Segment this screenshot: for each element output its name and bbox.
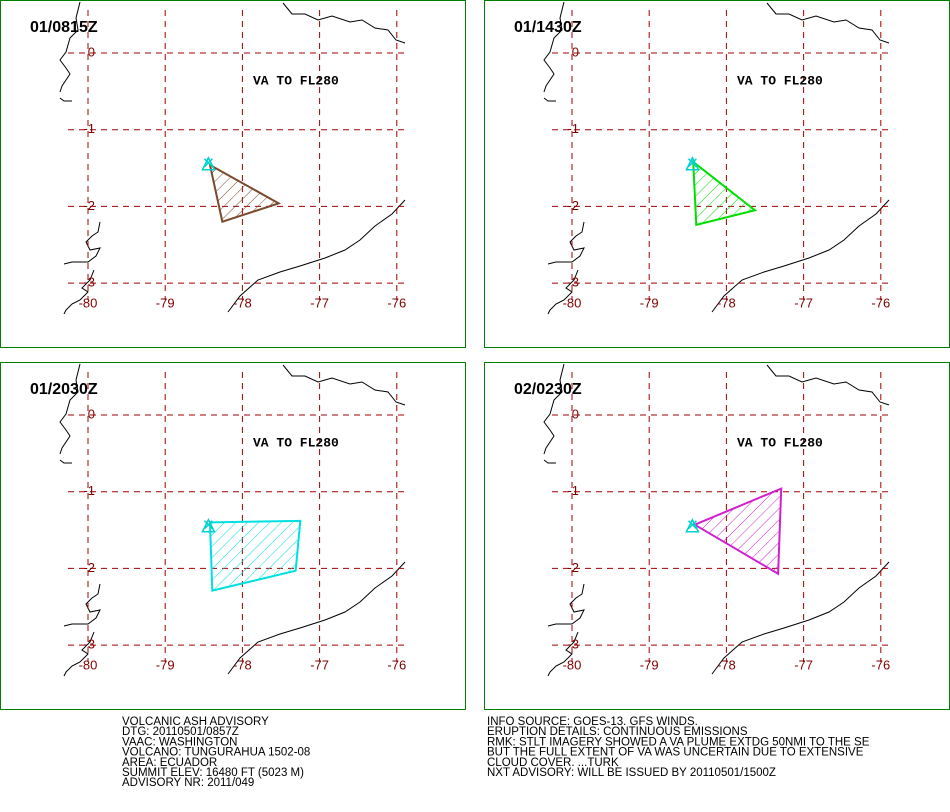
volcano-marker xyxy=(685,156,700,171)
latitude-label: -1 xyxy=(567,483,579,498)
latitude-label: -2 xyxy=(83,560,95,575)
latitude-label: 0 xyxy=(572,44,579,59)
longitude-label: -77 xyxy=(794,295,813,310)
latitude-label: -2 xyxy=(567,560,579,575)
flight-level: VA TO FL280 xyxy=(737,435,823,450)
volcano-cross xyxy=(203,158,213,168)
latitude-label: -3 xyxy=(83,637,95,652)
latitude-label: -2 xyxy=(567,198,579,213)
advisory-line: INFO SOURCE: GOES-13. GFS WINDS. xyxy=(487,716,698,728)
map-panel: -80 -79 -78 -77 -76 0 -1 -2 -3 01/1430Z VA TO FL28… xyxy=(484,0,950,348)
longitude-label: -80 xyxy=(563,657,582,672)
longitude-label: -76 xyxy=(871,295,890,310)
advisory-line: AREA: ECUADOR xyxy=(122,757,217,769)
advisory-line: NXT ADVISORY: WILL BE ISSUED BY 20110501… xyxy=(487,767,776,779)
ash-plume xyxy=(208,519,302,592)
ash-plume xyxy=(692,487,783,576)
latitude-label: -3 xyxy=(567,637,579,652)
flight-level: VA TO FL280 xyxy=(253,435,339,450)
volcano-cross xyxy=(687,520,697,530)
latitude-label: -2 xyxy=(83,198,95,213)
advisory-line: VOLCANO: TUNGURAHUA 1502-08 xyxy=(122,747,310,759)
latitude-label: -3 xyxy=(83,275,95,290)
volcano-triangle xyxy=(685,518,700,533)
volcano-triangle xyxy=(685,156,700,171)
flight-level: VA TO FL280 xyxy=(737,73,823,88)
map-panel: -80 -79 -78 -77 -76 0 -1 -2 -3 01/0815Z VA TO FL28… xyxy=(0,0,466,348)
longitude-label: -80 xyxy=(563,295,582,310)
longitude-label: -79 xyxy=(640,657,659,672)
latitude-label: 0 xyxy=(88,44,95,59)
latitude-label: 0 xyxy=(572,406,579,421)
advisory-line: CLOUD COVER. ...TURK xyxy=(487,757,619,769)
volcano-marker xyxy=(685,518,700,533)
longitude-label: -78 xyxy=(717,295,736,310)
volcano-marker xyxy=(201,518,216,533)
flight-level: VA TO FL280 xyxy=(253,73,339,88)
advisory-line: ADVISORY NR: 2011/049 xyxy=(122,777,254,789)
longitude-label: -78 xyxy=(233,295,252,310)
volcano-triangle xyxy=(201,156,216,171)
volcano-marker xyxy=(201,156,216,171)
map-panel: -80 -79 -78 -77 -76 0 -1 -2 -3 02/0230Z VA TO FL28… xyxy=(484,362,950,710)
volcano-cross xyxy=(687,158,697,168)
longitude-label: -76 xyxy=(871,657,890,672)
panel-border xyxy=(0,0,466,348)
longitude-label: -78 xyxy=(233,657,252,672)
latitude-label: -1 xyxy=(567,121,579,136)
longitude-label: -80 xyxy=(79,657,98,672)
advisory-line: RMK: STLT IMAGERY SHOWED A VA PLUME EXTD… xyxy=(487,736,870,748)
volcano-triangle xyxy=(201,518,216,533)
longitude-label: -79 xyxy=(156,657,175,672)
advisory-line: BUT THE FULL EXTENT OF VA WAS UNCERTAIN … xyxy=(487,747,864,759)
latitude-label: 0 xyxy=(88,406,95,421)
longitude-label: -76 xyxy=(387,657,406,672)
valid-time: 01/2030Z xyxy=(30,381,98,398)
advisory-line: DTG: 20110501/0857Z xyxy=(122,726,239,738)
longitude-label: -79 xyxy=(156,295,175,310)
longitude-label: -77 xyxy=(794,657,813,672)
advisory-line: VOLCANIC ASH ADVISORY xyxy=(122,716,269,728)
longitude-label: -77 xyxy=(310,657,329,672)
advisory-line: ERUPTION DETAILS: CONTINUOUS EMISSIONS xyxy=(487,726,748,738)
ash-plume xyxy=(208,163,282,224)
map-panel: -80 -79 -78 -77 -76 0 -1 -2 -3 01/2030Z VA TO FL28… xyxy=(0,362,466,710)
panel-border xyxy=(484,0,950,348)
valid-time: 02/0230Z xyxy=(514,381,582,398)
latitude-label: -1 xyxy=(83,121,95,136)
latitude-label: -1 xyxy=(83,483,95,498)
longitude-label: -80 xyxy=(79,295,98,310)
advisory-line: SUMMIT ELEV: 16480 FT (5023 M) xyxy=(122,767,304,779)
ash-plume xyxy=(692,159,758,227)
longitude-label: -76 xyxy=(387,295,406,310)
volcano-cross xyxy=(203,520,213,530)
longitude-label: -78 xyxy=(717,657,736,672)
valid-time: 01/1430Z xyxy=(514,19,582,36)
latitude-label: -3 xyxy=(567,275,579,290)
longitude-label: -77 xyxy=(310,295,329,310)
valid-time: 01/0815Z xyxy=(30,19,98,36)
longitude-label: -79 xyxy=(640,295,659,310)
advisory-line: VAAC: WASHINGTON xyxy=(122,736,237,748)
